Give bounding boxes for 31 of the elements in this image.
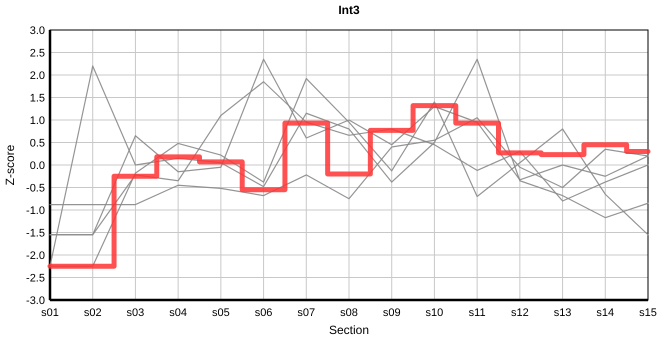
y-tick-label: 2.0 — [30, 70, 45, 82]
y-tick-label: -2.0 — [26, 250, 45, 262]
x-tick-label: s04 — [169, 307, 188, 319]
y-tick-label: -3.0 — [26, 294, 45, 307]
y-tick-label: 0.0 — [30, 160, 45, 172]
y-tick-label: 3.0 — [30, 24, 45, 37]
y-axis-title: Z-score — [3, 144, 17, 186]
y-tick-label: 1.0 — [30, 114, 45, 127]
x-tick-label: s07 — [297, 307, 316, 319]
x-tick-label: s05 — [212, 307, 230, 319]
y-tick-label: -1.5 — [26, 227, 45, 240]
y-tick-label: -0.5 — [26, 182, 45, 194]
x-tick-label: s10 — [426, 307, 444, 319]
x-tick-label: s11 — [468, 307, 486, 319]
y-tick-label: 2.5 — [30, 47, 45, 60]
x-tick-label: s15 — [639, 307, 657, 319]
x-tick-label: s12 — [510, 307, 529, 319]
x-tick-label: s01 — [41, 307, 59, 319]
x-tick-label: s06 — [254, 307, 272, 319]
x-axis-title: Section — [328, 323, 370, 337]
x-tick-label: s09 — [382, 307, 401, 319]
chart-title: Int3 — [338, 3, 360, 17]
y-tick-label: 1.5 — [30, 92, 45, 104]
x-tick-label: s03 — [126, 307, 144, 319]
y-tick-label: -2.5 — [26, 272, 45, 284]
x-tick-label: s13 — [554, 307, 572, 319]
y-tick-label: 0.5 — [30, 137, 45, 150]
x-tick-label: s08 — [340, 307, 358, 319]
y-tick-label: -1.0 — [26, 204, 45, 217]
x-tick-label: s14 — [596, 307, 614, 319]
x-tick-label: s02 — [84, 307, 102, 319]
